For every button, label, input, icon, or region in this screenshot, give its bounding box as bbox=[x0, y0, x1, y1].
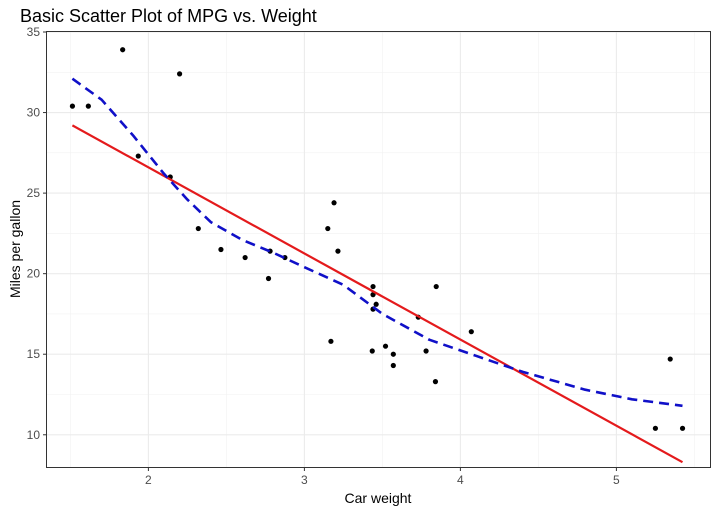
y-tick-label: 20 bbox=[27, 267, 41, 281]
data-point bbox=[423, 348, 429, 354]
data-point bbox=[69, 103, 76, 109]
fit-lines bbox=[71, 77, 684, 464]
data-point bbox=[195, 225, 201, 232]
data-points bbox=[69, 47, 686, 431]
data-point bbox=[679, 425, 686, 431]
y-tick-label: 25 bbox=[27, 186, 41, 200]
plot-panel-border bbox=[46, 31, 711, 468]
y-axis-title: Miles per gallon bbox=[7, 200, 23, 298]
data-point bbox=[432, 379, 439, 385]
axes: 2 3 4 5 10 15 20 25 30 35 bbox=[27, 25, 620, 487]
loess-smooth-line bbox=[71, 77, 683, 408]
data-point bbox=[265, 275, 272, 282]
x-tick-label: 4 bbox=[457, 473, 464, 487]
data-point bbox=[382, 343, 389, 349]
data-point bbox=[373, 301, 379, 307]
y-tick-label: 35 bbox=[27, 25, 41, 39]
data-point bbox=[325, 225, 331, 232]
data-point bbox=[390, 351, 396, 357]
data-point bbox=[390, 362, 396, 369]
linear-fit-line bbox=[71, 124, 684, 464]
data-point bbox=[328, 338, 334, 344]
grid bbox=[47, 31, 710, 467]
y-tick-label: 15 bbox=[27, 347, 41, 361]
y-tick-label: 30 bbox=[27, 106, 41, 120]
x-tick-label: 5 bbox=[613, 473, 620, 487]
x-axis-title: Car weight bbox=[345, 490, 412, 506]
data-point bbox=[370, 283, 376, 290]
data-point bbox=[667, 356, 673, 362]
data-point bbox=[468, 329, 474, 335]
data-point bbox=[335, 248, 341, 254]
data-point bbox=[85, 103, 91, 109]
data-point bbox=[177, 71, 183, 77]
data-point bbox=[135, 153, 141, 159]
data-point bbox=[218, 246, 224, 253]
y-tick-label: 10 bbox=[27, 428, 41, 442]
data-point bbox=[242, 254, 248, 261]
chart-title: Basic Scatter Plot of MPG vs. Weight bbox=[20, 6, 317, 26]
data-point bbox=[331, 200, 337, 206]
data-point bbox=[652, 425, 659, 431]
data-point bbox=[369, 348, 375, 354]
x-tick-label: 2 bbox=[145, 473, 152, 487]
data-point bbox=[120, 47, 126, 53]
data-point bbox=[433, 283, 439, 290]
x-tick-label: 3 bbox=[301, 473, 308, 487]
